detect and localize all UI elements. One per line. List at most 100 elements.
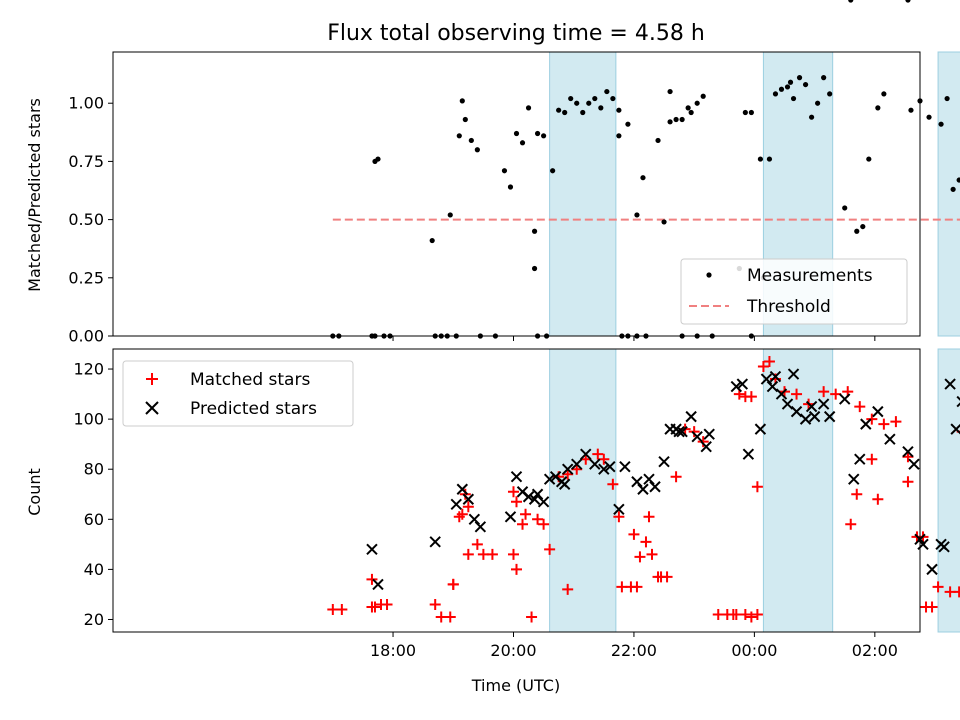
measurement-point [507, 184, 514, 190]
predicted-star-point [817, 398, 830, 410]
matched-star-point [818, 386, 830, 398]
matched-star-point [381, 598, 393, 610]
measurement-point [531, 265, 538, 272]
x-tick-label: 18:00 [370, 641, 416, 660]
measurement-point [616, 133, 622, 139]
legend-matched-marker [146, 373, 158, 385]
matched-star-point [532, 513, 544, 525]
series-predicted-stars [366, 368, 960, 591]
y-tick-label: 0.00 [68, 327, 104, 346]
measurement-point [875, 105, 881, 111]
measurement-point [459, 98, 465, 104]
predicted-star-point [823, 410, 836, 423]
matched-star-point [366, 573, 378, 585]
series-matched-stars [327, 356, 960, 623]
predicted-star-point [528, 493, 541, 505]
matched-star-point [757, 361, 769, 373]
matched-star-point [830, 388, 842, 400]
predicted-star-point [839, 393, 851, 405]
measurement-point [468, 137, 474, 144]
measurement-point [474, 147, 480, 153]
measurement-point [673, 116, 679, 123]
measurement-point [679, 116, 685, 123]
matched-star-point [697, 436, 709, 448]
predicted-star-point [462, 493, 475, 505]
shaded-interval-2 [762, 348, 834, 633]
predicted-star-point [691, 430, 703, 443]
ratio-x-ticks [392, 336, 876, 341]
predicted-star-point [935, 538, 947, 551]
shaded-interval-1 [549, 51, 617, 337]
predicted-star-point [703, 428, 715, 440]
counts-axes-frame [112, 348, 921, 633]
predicted-star-point [631, 476, 643, 488]
predicted-star-point [643, 473, 655, 485]
predicted-star-point [372, 578, 384, 591]
predicted-star-point [700, 440, 712, 453]
matched-star-point [429, 598, 441, 610]
measurement-point [667, 119, 673, 125]
legend-measurements-label: Measurements [747, 266, 873, 286]
matched-star-point [462, 501, 474, 513]
matched-star-point [646, 548, 658, 560]
ratio-axes-frame [112, 51, 921, 337]
predicted-star-point [742, 448, 755, 460]
counts-marks [327, 356, 960, 623]
measurement-point [616, 107, 622, 113]
predicted-star-point [619, 461, 631, 473]
measurement-point [784, 84, 791, 90]
predicted-star-point [956, 395, 960, 408]
measurement-point [574, 100, 580, 106]
matched-star-point [628, 528, 640, 540]
measurement-point [541, 133, 547, 139]
predicted-star-point [543, 473, 556, 485]
ratio-legend: Measurements Threshold [680, 258, 908, 325]
predicted-star-point [676, 425, 688, 438]
predicted-star-point [908, 458, 920, 470]
measurement-point [462, 116, 468, 123]
measurement-point [586, 100, 592, 106]
matched-star-point [444, 611, 456, 623]
predicted-star-point [769, 370, 782, 383]
predicted-star-point [522, 491, 535, 503]
predicted-star-point [854, 453, 866, 465]
legend-predicted-marker [145, 401, 159, 415]
predicted-star-point [685, 410, 697, 423]
predicted-star-point [926, 563, 938, 576]
matched-star-point [745, 391, 757, 403]
matched-star-point [459, 488, 471, 500]
ratio-legend-box [680, 258, 908, 325]
measurement-point [598, 105, 604, 111]
counts-shaded-intervals [549, 348, 960, 633]
predicted-star-point [766, 380, 779, 393]
matched-star-point [739, 608, 751, 620]
y-tick-label: 20 [84, 610, 104, 629]
predicted-star-point [805, 400, 818, 413]
y-tick-label: 0.25 [68, 268, 104, 287]
matched-star-point [453, 511, 465, 523]
predicted-star-point [730, 380, 743, 393]
measurement-point [580, 109, 586, 116]
matched-star-point [336, 603, 348, 615]
measurement-point [802, 81, 809, 88]
measurement-point [640, 175, 646, 181]
x-tick-label: 00:00 [731, 641, 777, 660]
measurement-point [748, 109, 754, 116]
matched-star-point [607, 478, 619, 490]
predicted-star-point [366, 543, 378, 556]
measurement-point [531, 228, 538, 234]
measurement-point [556, 107, 562, 113]
x-tick-label: 22:00 [611, 641, 657, 660]
y-tick-label: 0.75 [68, 152, 104, 171]
predicted-star-point [598, 463, 610, 475]
x-axis-label: Time (UTC) [471, 676, 560, 695]
predicted-star-point [637, 483, 649, 495]
predicted-star-point [450, 498, 462, 510]
x-tick-label: 02:00 [852, 641, 898, 660]
predicted-star-point [468, 513, 481, 526]
measurement-point [848, 0, 854, 3]
matched-star-point [631, 581, 643, 593]
x-tick-label: 20:00 [490, 641, 536, 660]
